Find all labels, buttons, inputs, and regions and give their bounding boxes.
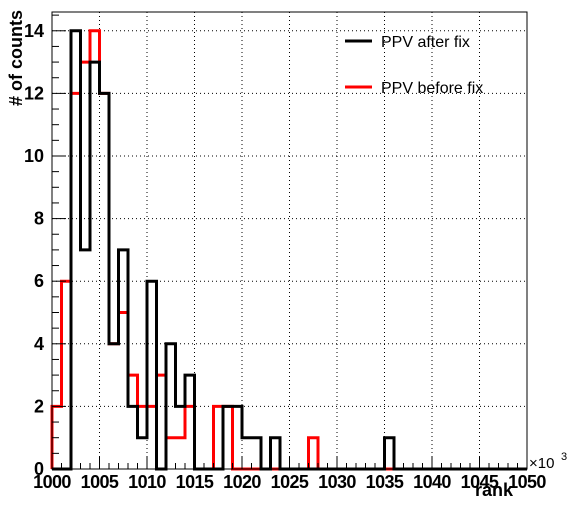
y-tick-label: 12 xyxy=(24,83,44,103)
x-axis-multiplier: ×10 3 xyxy=(529,451,567,472)
x-tick-label: 1005 xyxy=(81,472,119,492)
y-tick-label: 2 xyxy=(34,396,44,416)
grid-lines xyxy=(52,12,527,469)
x-tick-label: 1050 xyxy=(508,472,546,492)
x-tick-label: 1030 xyxy=(318,472,356,492)
legend-label-after-fix: PPV after fix xyxy=(381,34,470,51)
y-tick-label: 4 xyxy=(34,334,44,354)
axes xyxy=(51,14,528,470)
x-tick-label: 1025 xyxy=(271,472,309,492)
y-tick-label: 14 xyxy=(24,21,44,41)
legend: PPV after fix PPV before fix xyxy=(345,34,483,97)
x-tick-label: 1000 xyxy=(33,472,71,492)
x-axis-title: rank xyxy=(475,480,514,500)
x-tick-label: 1035 xyxy=(366,472,404,492)
x-multiplier-base: ×10 xyxy=(529,455,554,472)
x-tick-labels: 1000 1005 1010 1015 1020 1025 1030 1035 1040 1045… xyxy=(33,472,547,492)
x-multiplier-exponent: 3 xyxy=(561,451,567,463)
y-tick-label: 6 xyxy=(34,271,44,291)
y-tick-label: 8 xyxy=(34,209,44,229)
y-tick-label: 0 xyxy=(34,459,44,479)
x-tick-label: 1045 xyxy=(461,472,499,492)
y-tick-labels: 0 2 4 6 8 10 12 14 xyxy=(24,21,44,479)
x-tick-label: 1015 xyxy=(176,472,214,492)
legend-label-before-fix: PPV before fix xyxy=(381,80,483,97)
x-tick-label: 1020 xyxy=(223,472,261,492)
x-tick-label: 1040 xyxy=(413,472,451,492)
x-tick-label: 1010 xyxy=(128,472,166,492)
y-tick-label: 10 xyxy=(24,146,44,166)
y-axis-title: # of counts xyxy=(6,10,26,106)
